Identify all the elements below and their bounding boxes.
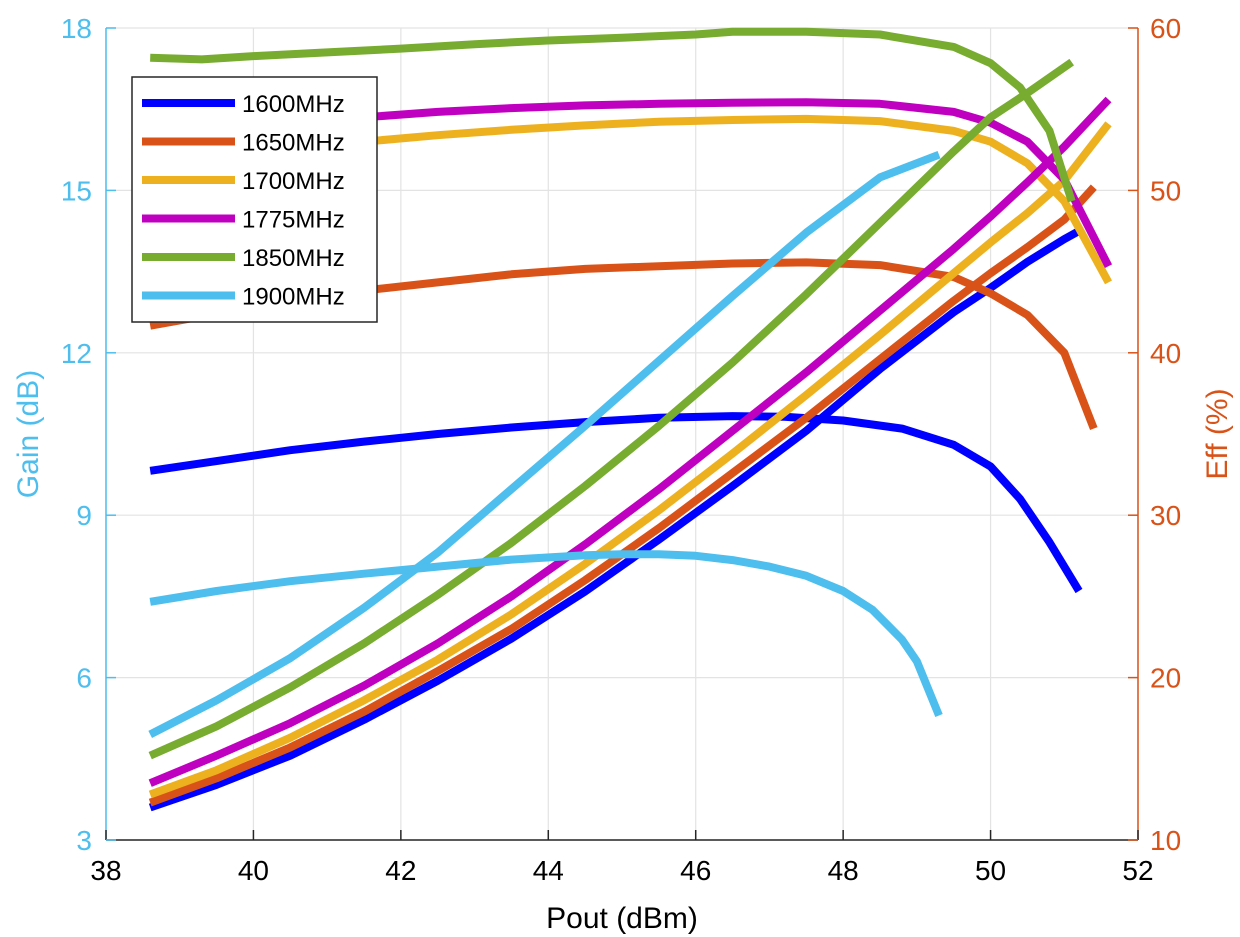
y-axis-left-title: Gain (dB) — [12, 370, 45, 498]
axes-layer: 38 40 42 44 46 48 50 52 3 6 9 12 15 18 10 20 30 40 50 60 Pou… — [12, 13, 1234, 935]
series-layer — [148, 27, 1113, 812]
x-axis-title: Pout (dBm) — [546, 902, 698, 935]
x-tick-label: 52 — [1122, 855, 1153, 886]
y-right-tick-label: 20 — [1150, 663, 1181, 694]
x-tick-label: 44 — [533, 855, 564, 886]
series-1600MHz-gain-line — [149, 412, 1083, 594]
y-right-tick-label: 60 — [1150, 13, 1181, 44]
x-tick-label: 42 — [385, 855, 416, 886]
x-tick-label: 46 — [680, 855, 711, 886]
y-left-tick-label: 6 — [76, 663, 92, 694]
series-1900MHz-eff-line — [148, 150, 941, 738]
legend-label-1900MHz: 1900MHz — [242, 284, 345, 311]
series-1600MHz-eff-line — [148, 227, 1081, 812]
x-tick-label: 50 — [975, 855, 1006, 886]
y-right-tick-label: 10 — [1150, 825, 1181, 856]
legend-label-1600MHz: 1600MHz — [242, 91, 345, 118]
series-1700MHz-eff-line — [148, 121, 1112, 799]
y-left-tick-label: 15 — [61, 175, 92, 206]
series-1900MHz-gain-line — [149, 550, 943, 718]
y-right-tick-label: 50 — [1150, 175, 1181, 206]
y-left-tick-label: 3 — [76, 825, 92, 856]
legend-label-1775MHz: 1775MHz — [242, 207, 345, 234]
y-left-tick-label: 9 — [76, 500, 92, 531]
y-axis-right-title: Eff (%) — [1201, 388, 1234, 479]
y-left-tick-label: 18 — [61, 13, 92, 44]
x-tick-label: 38 — [90, 855, 121, 886]
x-tick-label: 48 — [828, 855, 859, 886]
legend-label-1850MHz: 1850MHz — [242, 245, 345, 272]
legend-label-1650MHz: 1650MHz — [242, 130, 345, 157]
series-1850MHz-eff-line — [148, 58, 1074, 760]
series-1850MHz-gain-line — [150, 27, 1076, 203]
y-right-tick-label: 40 — [1150, 338, 1181, 369]
series-1650MHz-eff-line — [148, 184, 1097, 807]
legend: 1600MHz 1650MHz 1700MHz 1775MHz 1850MHz 1900M… — [131, 76, 378, 323]
y-left-tick-label: 12 — [61, 338, 92, 369]
x-tick-label: 40 — [238, 855, 269, 886]
y-right-tick-label: 30 — [1150, 500, 1181, 531]
series-1775MHz-eff-line — [148, 96, 1112, 787]
legend-box — [131, 76, 378, 323]
legend-label-1700MHz: 1700MHz — [242, 168, 345, 195]
